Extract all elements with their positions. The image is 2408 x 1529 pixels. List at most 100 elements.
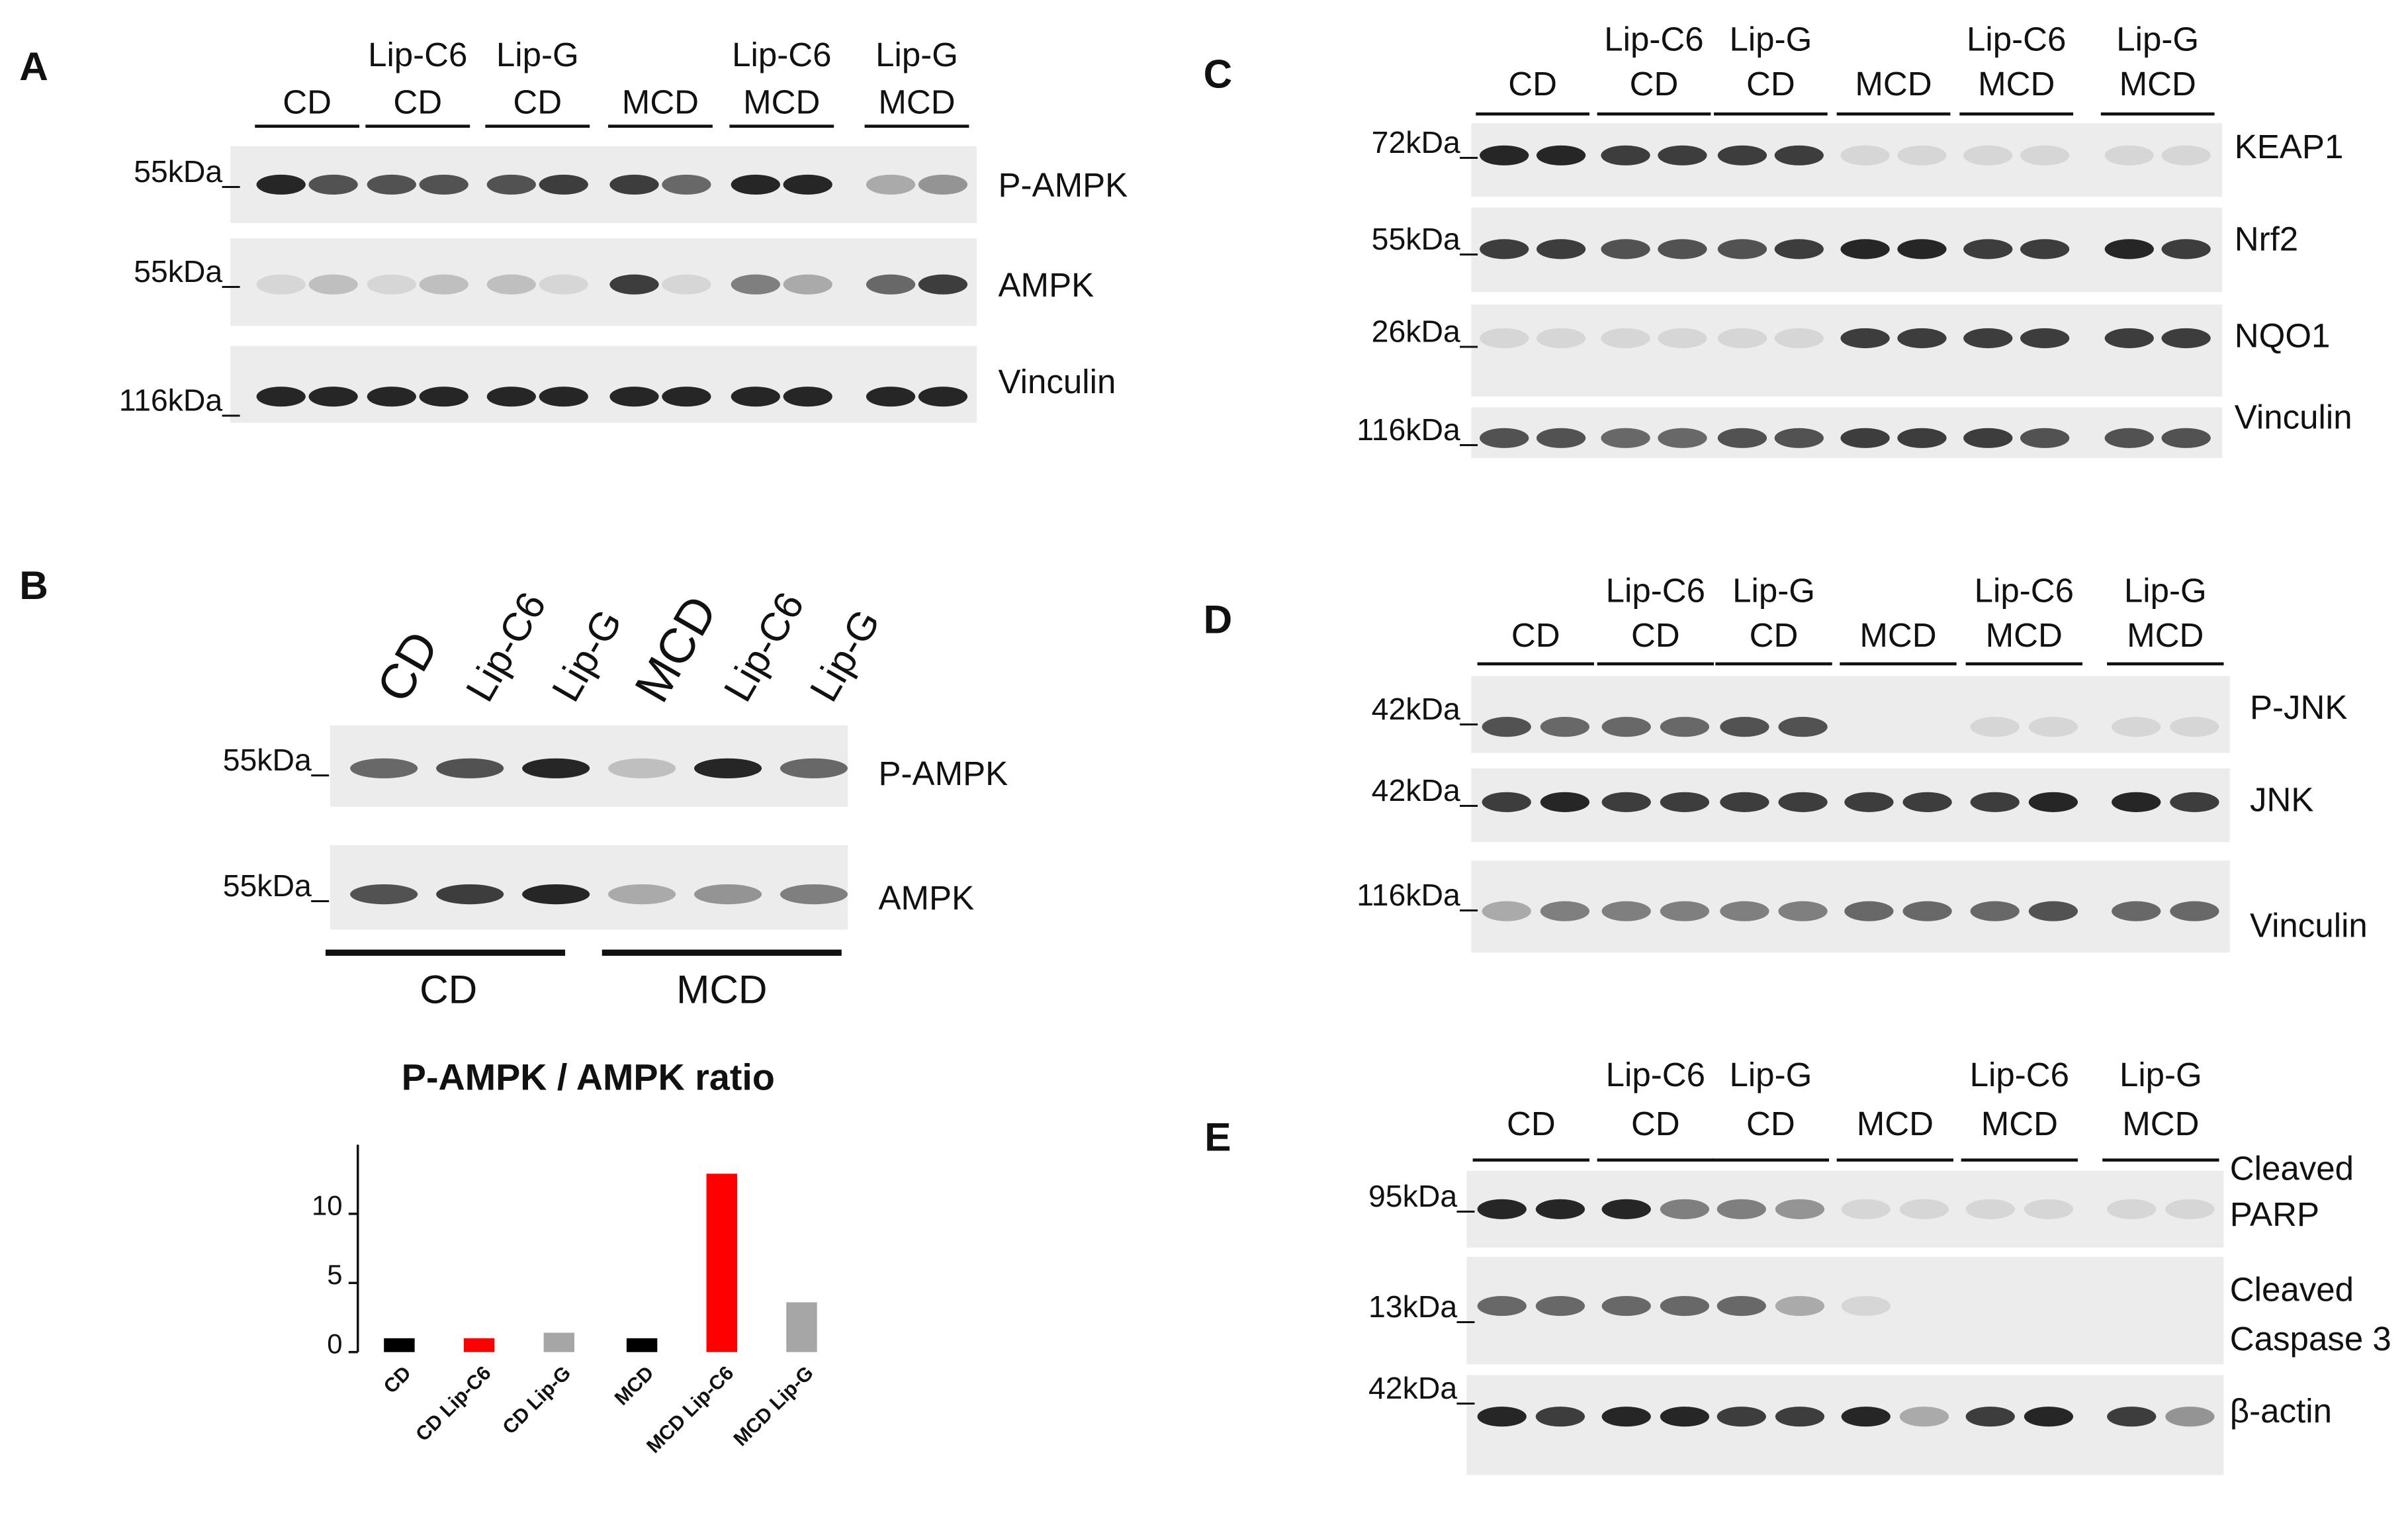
- band: [1775, 1295, 1825, 1317]
- band: [1480, 145, 1529, 165]
- lane-header: Lip-G: [2124, 572, 2207, 610]
- band: [1717, 1407, 1766, 1427]
- band: [918, 387, 968, 407]
- blot-strip: [230, 346, 977, 423]
- band: [2020, 328, 2070, 349]
- lane-header: Lip-G: [1732, 572, 1815, 610]
- band: [609, 387, 659, 407]
- protein-name: Caspase 3: [2230, 1320, 2391, 1358]
- blot-strip: [230, 238, 977, 326]
- band: [308, 387, 358, 407]
- lane-header: CD: [1507, 1105, 1556, 1142]
- band: [662, 387, 711, 407]
- lane-header: Lip-C6: [368, 36, 467, 73]
- y-tick-label: 10: [312, 1190, 342, 1221]
- band: [1970, 901, 2020, 921]
- band: [1601, 145, 1650, 165]
- lane-header: Lip-G: [2116, 21, 2199, 58]
- lane-header: MCD: [1855, 65, 1932, 103]
- band: [1717, 145, 1767, 165]
- protein-name: Vinculin: [999, 363, 1116, 400]
- band: [2024, 1407, 2074, 1427]
- panel-label: D: [1204, 596, 1233, 641]
- bar: [384, 1338, 415, 1352]
- lane-header: MCD: [743, 83, 820, 121]
- mw-marker: 55kDa_: [134, 254, 240, 289]
- band: [2104, 145, 2154, 165]
- band: [1720, 717, 1769, 737]
- lane-header: CD: [1508, 65, 1557, 103]
- lane-header: Lip-G: [543, 602, 631, 709]
- protein-name: Vinculin: [2250, 907, 2368, 945]
- band: [1844, 792, 1894, 812]
- x-tick-label: MCD: [611, 1362, 658, 1410]
- band: [539, 387, 588, 407]
- band: [1963, 145, 2013, 165]
- band: [1902, 901, 1952, 921]
- blot-strip: [1471, 676, 2230, 753]
- bar: [786, 1302, 817, 1352]
- band: [486, 274, 536, 295]
- group-label: MCD: [676, 967, 767, 1012]
- lane-header: Lip-C6: [457, 584, 555, 709]
- lane-header: CD: [393, 83, 442, 121]
- x-tick-label: CD: [380, 1362, 416, 1398]
- band: [1535, 1407, 1585, 1427]
- lane-header: Lip-G: [1729, 21, 1812, 58]
- band: [1477, 1407, 1527, 1427]
- protein-name: Cleaved: [2230, 1271, 2354, 1309]
- blot-strip: [1466, 1375, 2224, 1475]
- lane-header: MCD: [624, 586, 727, 711]
- band: [2161, 145, 2211, 165]
- band: [1601, 792, 1651, 812]
- protein-name: KEAP1: [2235, 128, 2344, 165]
- lane-header: MCD: [622, 83, 699, 121]
- panel-label: C: [1204, 51, 1233, 96]
- band: [1535, 1295, 1585, 1317]
- band: [1778, 717, 1828, 737]
- band: [866, 274, 916, 295]
- x-tick-label: MCD Lip-G: [729, 1362, 817, 1450]
- band: [1840, 328, 1890, 349]
- lane-header: MCD: [2122, 1105, 2199, 1142]
- lane-header: Lip-G: [2119, 1056, 2202, 1093]
- band: [1601, 1295, 1651, 1317]
- protein-name: β-actin: [2230, 1392, 2332, 1430]
- protein-name: NQO1: [2235, 316, 2331, 354]
- lane-header: CD: [283, 83, 332, 121]
- mw-marker: 55kDa_: [1372, 222, 1478, 256]
- band: [2165, 1199, 2215, 1219]
- protein-name: AMPK: [878, 879, 974, 917]
- band: [783, 387, 832, 407]
- band: [866, 387, 916, 407]
- x-tick-label: CD Lip-C6: [412, 1362, 495, 1446]
- x-tick-label: CD Lip-G: [499, 1362, 576, 1439]
- band: [1540, 792, 1590, 812]
- band: [2028, 717, 2078, 737]
- band: [1841, 1295, 1891, 1317]
- band: [419, 174, 468, 195]
- band: [1775, 1407, 1825, 1427]
- band: [1480, 328, 1529, 349]
- band: [780, 758, 848, 778]
- band: [1536, 428, 1586, 448]
- mw-marker: 42kDa_: [1368, 1371, 1475, 1405]
- lane-header: Lip-G: [496, 36, 579, 73]
- band: [1717, 239, 1767, 259]
- protein-name: Nrf2: [2235, 220, 2298, 257]
- band: [1477, 1295, 1527, 1317]
- band: [367, 387, 416, 407]
- protein-name: P-JNK: [2250, 688, 2347, 726]
- lane-header: CD: [1750, 616, 1799, 654]
- mw-marker: 116kDa_: [119, 383, 241, 418]
- mw-marker: 55kDa_: [223, 868, 330, 903]
- band: [1536, 328, 1586, 349]
- band: [1601, 717, 1651, 737]
- blot-strip: [1466, 1256, 2224, 1365]
- band: [1480, 239, 1529, 259]
- band: [1774, 428, 1824, 448]
- band: [2170, 717, 2219, 737]
- band: [731, 387, 780, 407]
- band: [608, 884, 676, 905]
- band: [1658, 145, 1707, 165]
